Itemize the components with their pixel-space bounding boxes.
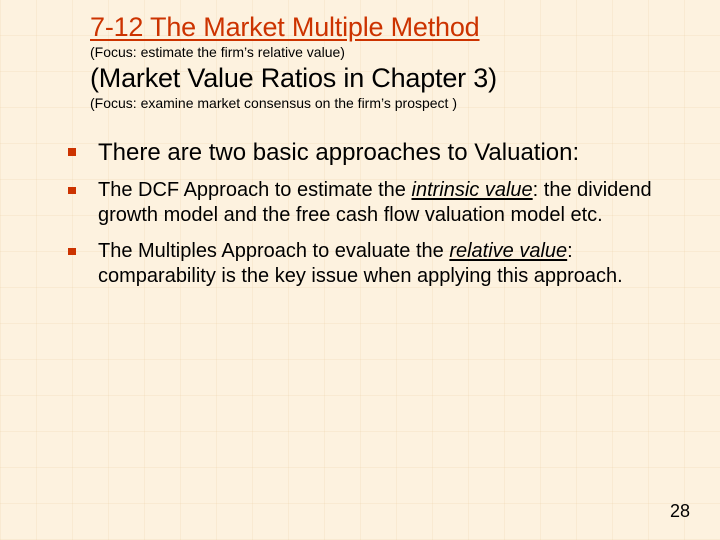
slide-body: 7-12 The Market Multiple Method (Focus: …: [0, 0, 720, 540]
page-number: 28: [670, 501, 690, 522]
slide-focus-1: (Focus: estimate the firm’s relative val…: [90, 44, 660, 61]
list-item: The DCF Approach to estimate the intrins…: [90, 178, 660, 229]
bullet-list: There are two basic approaches to Valuat…: [90, 138, 660, 290]
square-bullet-icon: [68, 148, 76, 156]
slide-focus-2: (Focus: examine market consensus on the …: [90, 95, 660, 112]
slide-title-line1: 7-12 The Market Multiple Method: [90, 12, 660, 43]
square-bullet-icon: [68, 248, 76, 255]
square-bullet-icon: [68, 187, 76, 194]
list-item: There are two basic approaches to Valuat…: [90, 138, 660, 168]
bullet1-emph: intrinsic value: [412, 179, 533, 201]
bullet-item-1: The DCF Approach to estimate the intrins…: [98, 178, 660, 229]
bullet-intro: There are two basic approaches to Valuat…: [98, 138, 579, 168]
list-item: The Multiples Approach to evaluate the r…: [90, 239, 660, 290]
slide-title-line2: (Market Value Ratios in Chapter 3): [90, 63, 660, 94]
bullet1-lead: The DCF Approach to estimate the: [98, 179, 412, 201]
bullet2-lead: The Multiples Approach to evaluate the: [98, 240, 449, 262]
bullet-item-2: The Multiples Approach to evaluate the r…: [98, 239, 660, 290]
bullet2-emph: relative value: [449, 240, 567, 262]
